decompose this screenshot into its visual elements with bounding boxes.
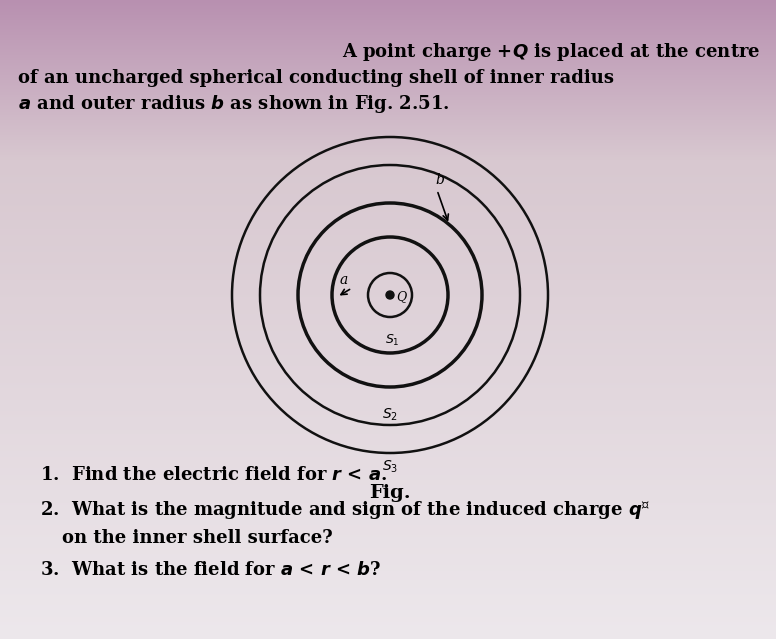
Text: 3.  What is the field for $\bfit{a}$ < $\bfit{r}$ < $\bfit{b}$?: 3. What is the field for $\bfit{a}$ < $\… xyxy=(40,561,381,579)
Text: a: a xyxy=(340,273,348,287)
Text: Fig.: Fig. xyxy=(369,484,411,502)
Text: $S_2$: $S_2$ xyxy=(382,407,398,423)
Text: of an uncharged spherical conducting shell of inner radius: of an uncharged spherical conducting she… xyxy=(18,69,614,87)
Text: 1.  Find the electric field for $\bfit{r}$ < $\bfit{a}$.: 1. Find the electric field for $\bfit{r}… xyxy=(40,466,387,484)
Text: $S_3$: $S_3$ xyxy=(382,459,398,475)
Circle shape xyxy=(386,291,394,299)
Text: A point charge +$\bfit{Q}$ is placed at the centre: A point charge +$\bfit{Q}$ is placed at … xyxy=(341,41,760,63)
Text: $\bfit{a}$ and outer radius $\bfit{b}$ as shown in Fig. 2.51.: $\bfit{a}$ and outer radius $\bfit{b}$ a… xyxy=(18,93,449,115)
Text: 2.  What is the magnitude and sign of the induced charge $\bfit{q}'$: 2. What is the magnitude and sign of the… xyxy=(40,499,650,521)
Text: Q: Q xyxy=(396,291,407,304)
Text: b: b xyxy=(435,173,445,187)
Text: $S_1$: $S_1$ xyxy=(385,332,400,348)
Text: on the inner shell surface?: on the inner shell surface? xyxy=(62,529,333,547)
